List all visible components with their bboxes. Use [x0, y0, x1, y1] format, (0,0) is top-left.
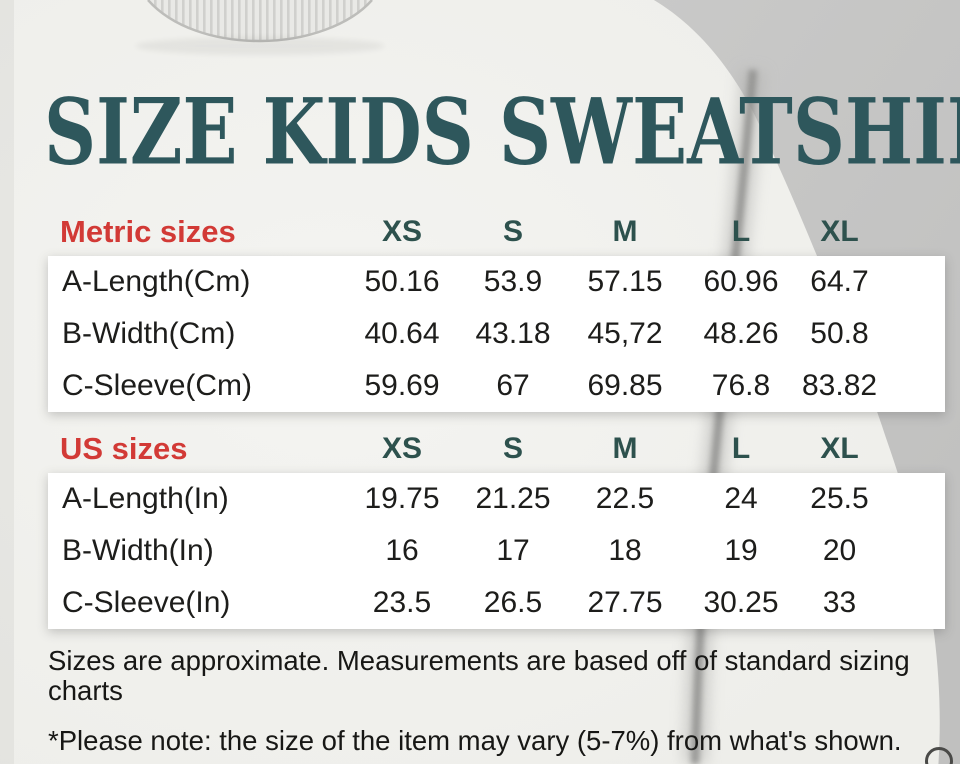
us-size-m: M: [612, 432, 638, 465]
cell-value: 43.18: [475, 317, 551, 350]
cell-value: 20: [822, 534, 857, 567]
cell-value: 33: [822, 586, 857, 619]
us-size-l: L: [731, 432, 751, 465]
us-header-row: US sizes XS S M L XL: [48, 428, 897, 470]
metric-table-panel: A-Length(Cm) 50.16 53.9 57.15 60.96 64.7…: [48, 256, 945, 412]
metric-size-l: L: [731, 215, 751, 248]
metric-size-xs: XS: [381, 215, 423, 248]
cell-value: 48.26: [703, 317, 779, 350]
table-row: C-Sleeve(In) 23.5 26.5 27.75 30.25 33: [48, 577, 945, 629]
us-size-s: S: [502, 432, 523, 465]
cell-value: 19.75: [364, 482, 440, 515]
metric-section-label: Metric sizes: [60, 214, 236, 249]
us-section-label: US sizes: [60, 431, 188, 466]
footnotes: Sizes are approximate. Measurements are …: [48, 645, 948, 756]
cell-value: 50.16: [364, 265, 440, 298]
cell-value: 83.82: [802, 369, 878, 402]
us-size-xs: XS: [381, 432, 423, 465]
cell-value: 57.15: [587, 265, 663, 298]
row-label: C-Sleeve(Cm): [62, 369, 253, 402]
cell-value: 23.5: [372, 586, 432, 619]
footnote-variance: *Please note: the size of the item may v…: [48, 724, 902, 756]
footnote-approximate: Sizes are approximate. Measurements are …: [48, 645, 910, 707]
cell-value: 60.96: [703, 265, 779, 298]
cell-value: 30.25: [703, 586, 779, 619]
cell-value: 76.8: [711, 369, 771, 402]
copyright-corner-mark: [925, 747, 953, 764]
page-title: SIZE KIDS SWEATSHIRT: [44, 77, 960, 185]
cell-value: 16: [385, 534, 419, 567]
cell-value: 69.85: [587, 369, 663, 402]
table-row: A-Length(In) 19.75 21.25 22.5 24 25.5: [48, 473, 945, 525]
metric-header-row: Metric sizes XS S M L XL: [48, 211, 897, 253]
cell-value: 67: [496, 369, 530, 402]
cell-value: 53.9: [483, 265, 543, 298]
metric-size-xl: XL: [820, 215, 859, 248]
cell-value: 50.8: [810, 317, 869, 350]
cell-value: 24: [724, 482, 758, 515]
metric-size-s: S: [502, 215, 523, 248]
cell-value: 21.25: [475, 482, 551, 515]
table-row: B-Width(In) 16 17 18 19 20: [48, 525, 945, 577]
row-label: B-Width(Cm): [62, 317, 236, 350]
collar-ribbing: [148, 0, 372, 41]
table-row: A-Length(Cm) 50.16 53.9 57.15 60.96 64.7: [48, 256, 945, 308]
cell-value: 59.69: [364, 369, 440, 402]
metric-size-m: M: [612, 215, 638, 248]
cell-value: 17: [496, 534, 530, 567]
cell-value: 26.5: [483, 586, 543, 619]
row-label: A-Length(In): [62, 482, 229, 515]
cell-value: 64.7: [810, 265, 869, 298]
cell-value: 18: [608, 534, 642, 567]
row-label: C-Sleeve(In): [62, 586, 231, 619]
us-size-xl: XL: [820, 432, 859, 465]
cell-value: 19: [724, 534, 758, 567]
cell-value: 27.75: [587, 586, 663, 619]
backdrop-shape: [653, 0, 960, 764]
us-table-panel: A-Length(In) 19.75 21.25 22.5 24 25.5 B-…: [48, 473, 945, 629]
table-row: B-Width(Cm) 40.64 43.18 45,72 48.26 50.8: [48, 308, 945, 360]
table-row: C-Sleeve(Cm) 59.69 67 69.85 76.8 83.82: [48, 360, 945, 412]
row-label: B-Width(In): [62, 534, 214, 567]
cell-value: 45,72: [587, 317, 663, 350]
cell-value: 40.64: [364, 317, 440, 350]
cell-value: 22.5: [595, 482, 655, 515]
cell-value: 25.5: [810, 482, 869, 515]
row-label: A-Length(Cm): [62, 265, 251, 298]
